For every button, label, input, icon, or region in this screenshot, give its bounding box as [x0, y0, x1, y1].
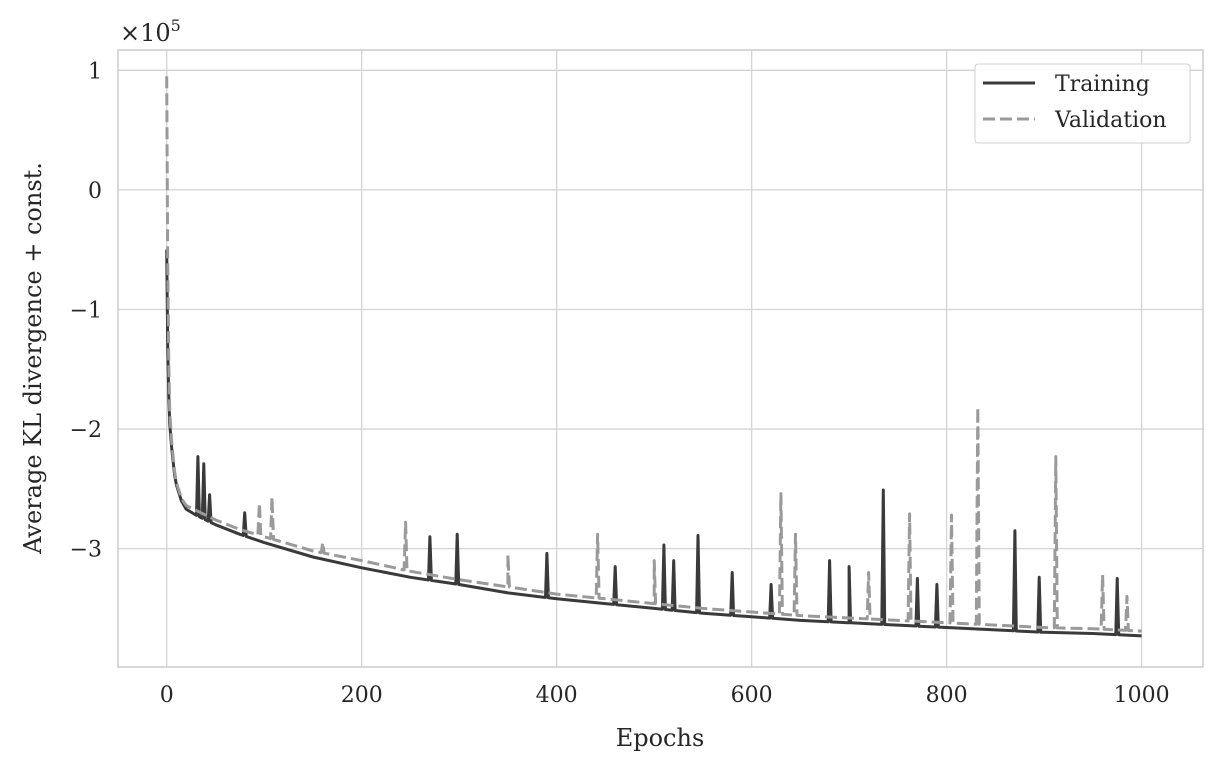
y-tick-label: −1: [70, 298, 102, 323]
x-tick-label: 0: [160, 683, 174, 708]
y-multiplier: ×105: [120, 16, 181, 47]
series-line-validation: [165, 76, 1142, 633]
tick-labels: 0 200 400 600 800 1000 1 0 −1 −2 −3: [70, 59, 1170, 708]
x-tick-label: 400: [536, 683, 578, 708]
x-tick-label: 800: [926, 683, 968, 708]
series-lines: [165, 76, 1142, 638]
y-tick-label: −3: [70, 538, 102, 563]
y-tick-label: 0: [88, 179, 102, 204]
plot-frame: [117, 49, 1204, 668]
y-tick-label: 1: [88, 59, 102, 84]
x-axis-label: Epochs: [616, 724, 705, 752]
y-tick-label: −2: [70, 418, 102, 443]
legend-label-training: Training: [1055, 72, 1150, 97]
x-tick-label: 1000: [1114, 683, 1170, 708]
legend: Training Validation: [974, 63, 1191, 144]
grid: [118, 50, 1203, 667]
x-tick-label: 600: [731, 683, 773, 708]
y-axis-label: Average KL divergence + const.: [19, 162, 47, 555]
series-line-training: [165, 249, 1142, 638]
x-tick-label: 200: [341, 683, 383, 708]
legend-label-validation: Validation: [1054, 108, 1167, 133]
